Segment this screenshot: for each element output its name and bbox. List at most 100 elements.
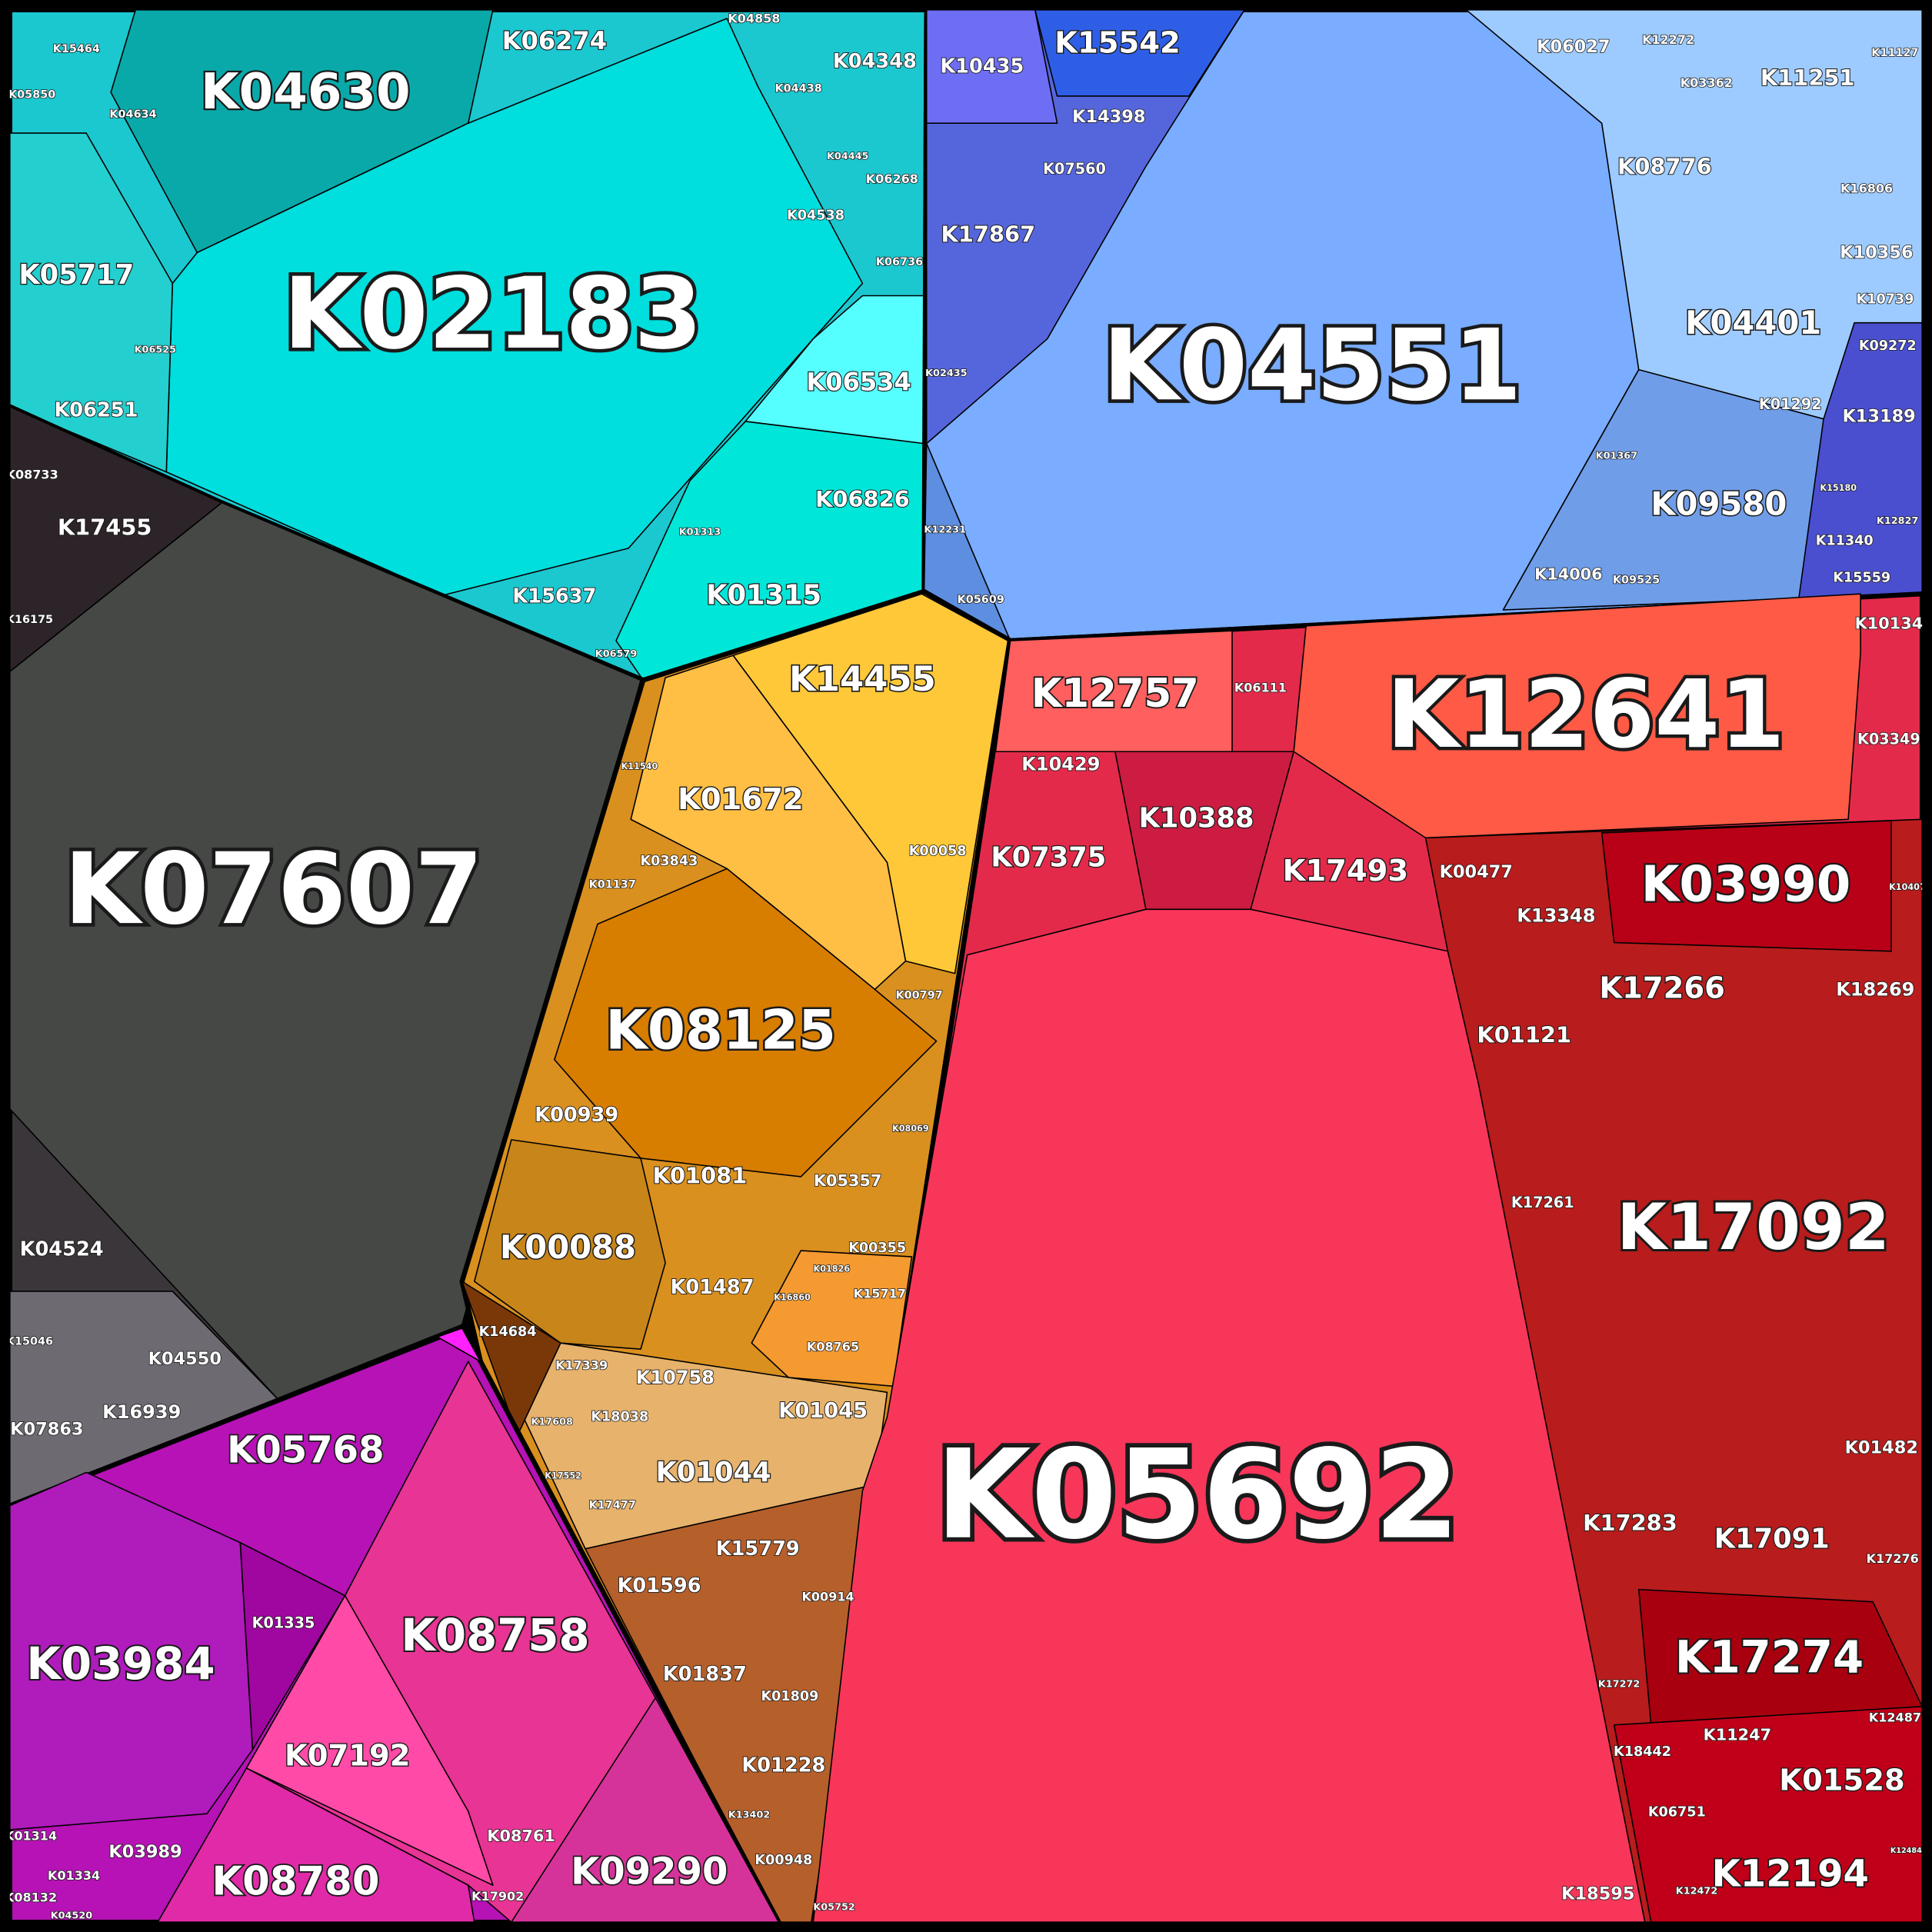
- cell-label: K17902: [471, 1889, 524, 1904]
- cell: [473, 1139, 666, 1351]
- cell-label: K18442: [1614, 1744, 1671, 1760]
- cell-label: K10435: [940, 55, 1024, 78]
- cell-label: K07560: [1043, 160, 1106, 178]
- cell-label: K04438: [774, 82, 821, 95]
- cell-label: K04858: [728, 12, 780, 26]
- cell-label: K15464: [53, 43, 100, 55]
- cell-label: K03362: [1681, 75, 1733, 90]
- cell-label: K03843: [640, 854, 698, 869]
- cell-label: K11127: [1871, 47, 1918, 59]
- cell-label: K17274: [1675, 1631, 1864, 1684]
- cell-label: K17493: [1283, 854, 1409, 888]
- cell-label: K06534: [806, 368, 911, 397]
- cells: [7, 7, 1925, 1925]
- cell: [1601, 820, 1892, 952]
- cell-label: K18038: [591, 1409, 648, 1424]
- cell-label: K17261: [1511, 1194, 1574, 1211]
- cell-label: K00477: [1440, 862, 1513, 882]
- cell-label: K14684: [479, 1324, 537, 1340]
- cell-label: K10739: [1857, 291, 1914, 307]
- cell-label: K01314: [5, 1829, 57, 1844]
- cell-label: K01367: [1596, 450, 1637, 461]
- cell-label: K06027: [1537, 37, 1610, 57]
- cell-label: K03984: [26, 1637, 215, 1690]
- cell-label: K08069: [892, 1124, 929, 1134]
- cell-label: K10388: [1139, 802, 1254, 834]
- cell-label: K13348: [1517, 904, 1595, 926]
- cell-label: K17266: [1599, 971, 1725, 1005]
- cell-label: K00948: [754, 1853, 812, 1868]
- cell-label: K05357: [814, 1171, 882, 1190]
- cell-label: K01596: [618, 1574, 701, 1597]
- cell-label: K12641: [1387, 660, 1785, 769]
- cell-label: K06525: [135, 344, 177, 355]
- cell-label: K01809: [761, 1689, 818, 1704]
- cell-label: K17091: [1714, 1523, 1830, 1554]
- cell-label: K04401: [1685, 304, 1821, 341]
- cell-label: K05768: [227, 1429, 384, 1472]
- cell-label: K01335: [252, 1614, 315, 1631]
- cell-label: K11251: [1760, 65, 1855, 91]
- cell-label: K17477: [589, 1500, 636, 1512]
- cell-label: K13189: [1842, 406, 1915, 426]
- cell-label: K14455: [789, 658, 936, 699]
- cell-label: K14006: [1534, 565, 1603, 584]
- cell-label: K01045: [778, 1399, 868, 1423]
- cell-label: K01672: [678, 782, 804, 817]
- cell-label: K01528: [1779, 1763, 1905, 1797]
- cell-label: K17552: [545, 1471, 581, 1481]
- cell-label: K08125: [605, 998, 836, 1061]
- cell-label: K16806: [1840, 182, 1893, 196]
- cell-label: K12757: [1031, 671, 1199, 717]
- cell-label: K08765: [807, 1340, 859, 1354]
- cell-label: K15779: [716, 1537, 800, 1561]
- cell-label: K05609: [958, 594, 1004, 606]
- cell: [751, 1250, 913, 1387]
- cell-label: K01315: [706, 579, 821, 611]
- cell-label: K07375: [991, 842, 1106, 874]
- cell-label: K04550: [148, 1349, 222, 1369]
- cell-label: K11340: [1816, 533, 1874, 548]
- cell-label: K00797: [895, 989, 942, 1001]
- cell-label: K04538: [787, 208, 844, 223]
- cell-label: K06251: [54, 398, 138, 421]
- cell: [554, 868, 938, 1178]
- cell-label: K01121: [1477, 1022, 1571, 1048]
- cell-label: K04634: [109, 108, 156, 121]
- cell-label: K03349: [1857, 731, 1920, 748]
- cell-label: K16860: [774, 1292, 811, 1302]
- cell-label: K12194: [1712, 1853, 1869, 1896]
- cell-label: K10134: [1855, 615, 1924, 633]
- cell-label: K06268: [866, 172, 918, 186]
- cell-label: K12472: [1676, 1886, 1717, 1897]
- cell-label: K06579: [595, 648, 638, 660]
- cell-label: K00088: [500, 1228, 636, 1266]
- cell: [461, 1281, 561, 1437]
- cell-label: K08132: [5, 1890, 57, 1905]
- cell-label: K15046: [6, 1336, 53, 1348]
- cell-label: K17283: [1583, 1510, 1677, 1536]
- cell-label: K05752: [813, 1901, 854, 1913]
- cell-label: K03990: [1641, 856, 1851, 913]
- cell-label: K11540: [621, 761, 658, 771]
- cell-label: K12487: [1869, 1710, 1921, 1725]
- cell-label: K01837: [663, 1663, 747, 1686]
- cell-label: K02435: [925, 368, 968, 379]
- cell-label: K05692: [935, 1423, 1459, 1567]
- cell-label: K15542: [1054, 26, 1181, 61]
- cell-label: K06751: [1648, 1805, 1706, 1820]
- cell-label: K08758: [401, 1609, 589, 1661]
- cell-label: K15559: [1833, 570, 1890, 585]
- cell-label: K15180: [1820, 483, 1857, 493]
- cell-label: K10356: [1840, 242, 1913, 262]
- cell-label: K05850: [8, 88, 55, 101]
- cell-label: K17276: [1867, 1551, 1919, 1566]
- cell-label: K06736: [876, 256, 923, 268]
- cell-label: K09290: [571, 1850, 728, 1894]
- cell-label: K11247: [1704, 1726, 1772, 1744]
- cell-label: K01228: [741, 1754, 825, 1777]
- cell-label: K17867: [941, 221, 1036, 247]
- cell-label: K14398: [1072, 107, 1145, 127]
